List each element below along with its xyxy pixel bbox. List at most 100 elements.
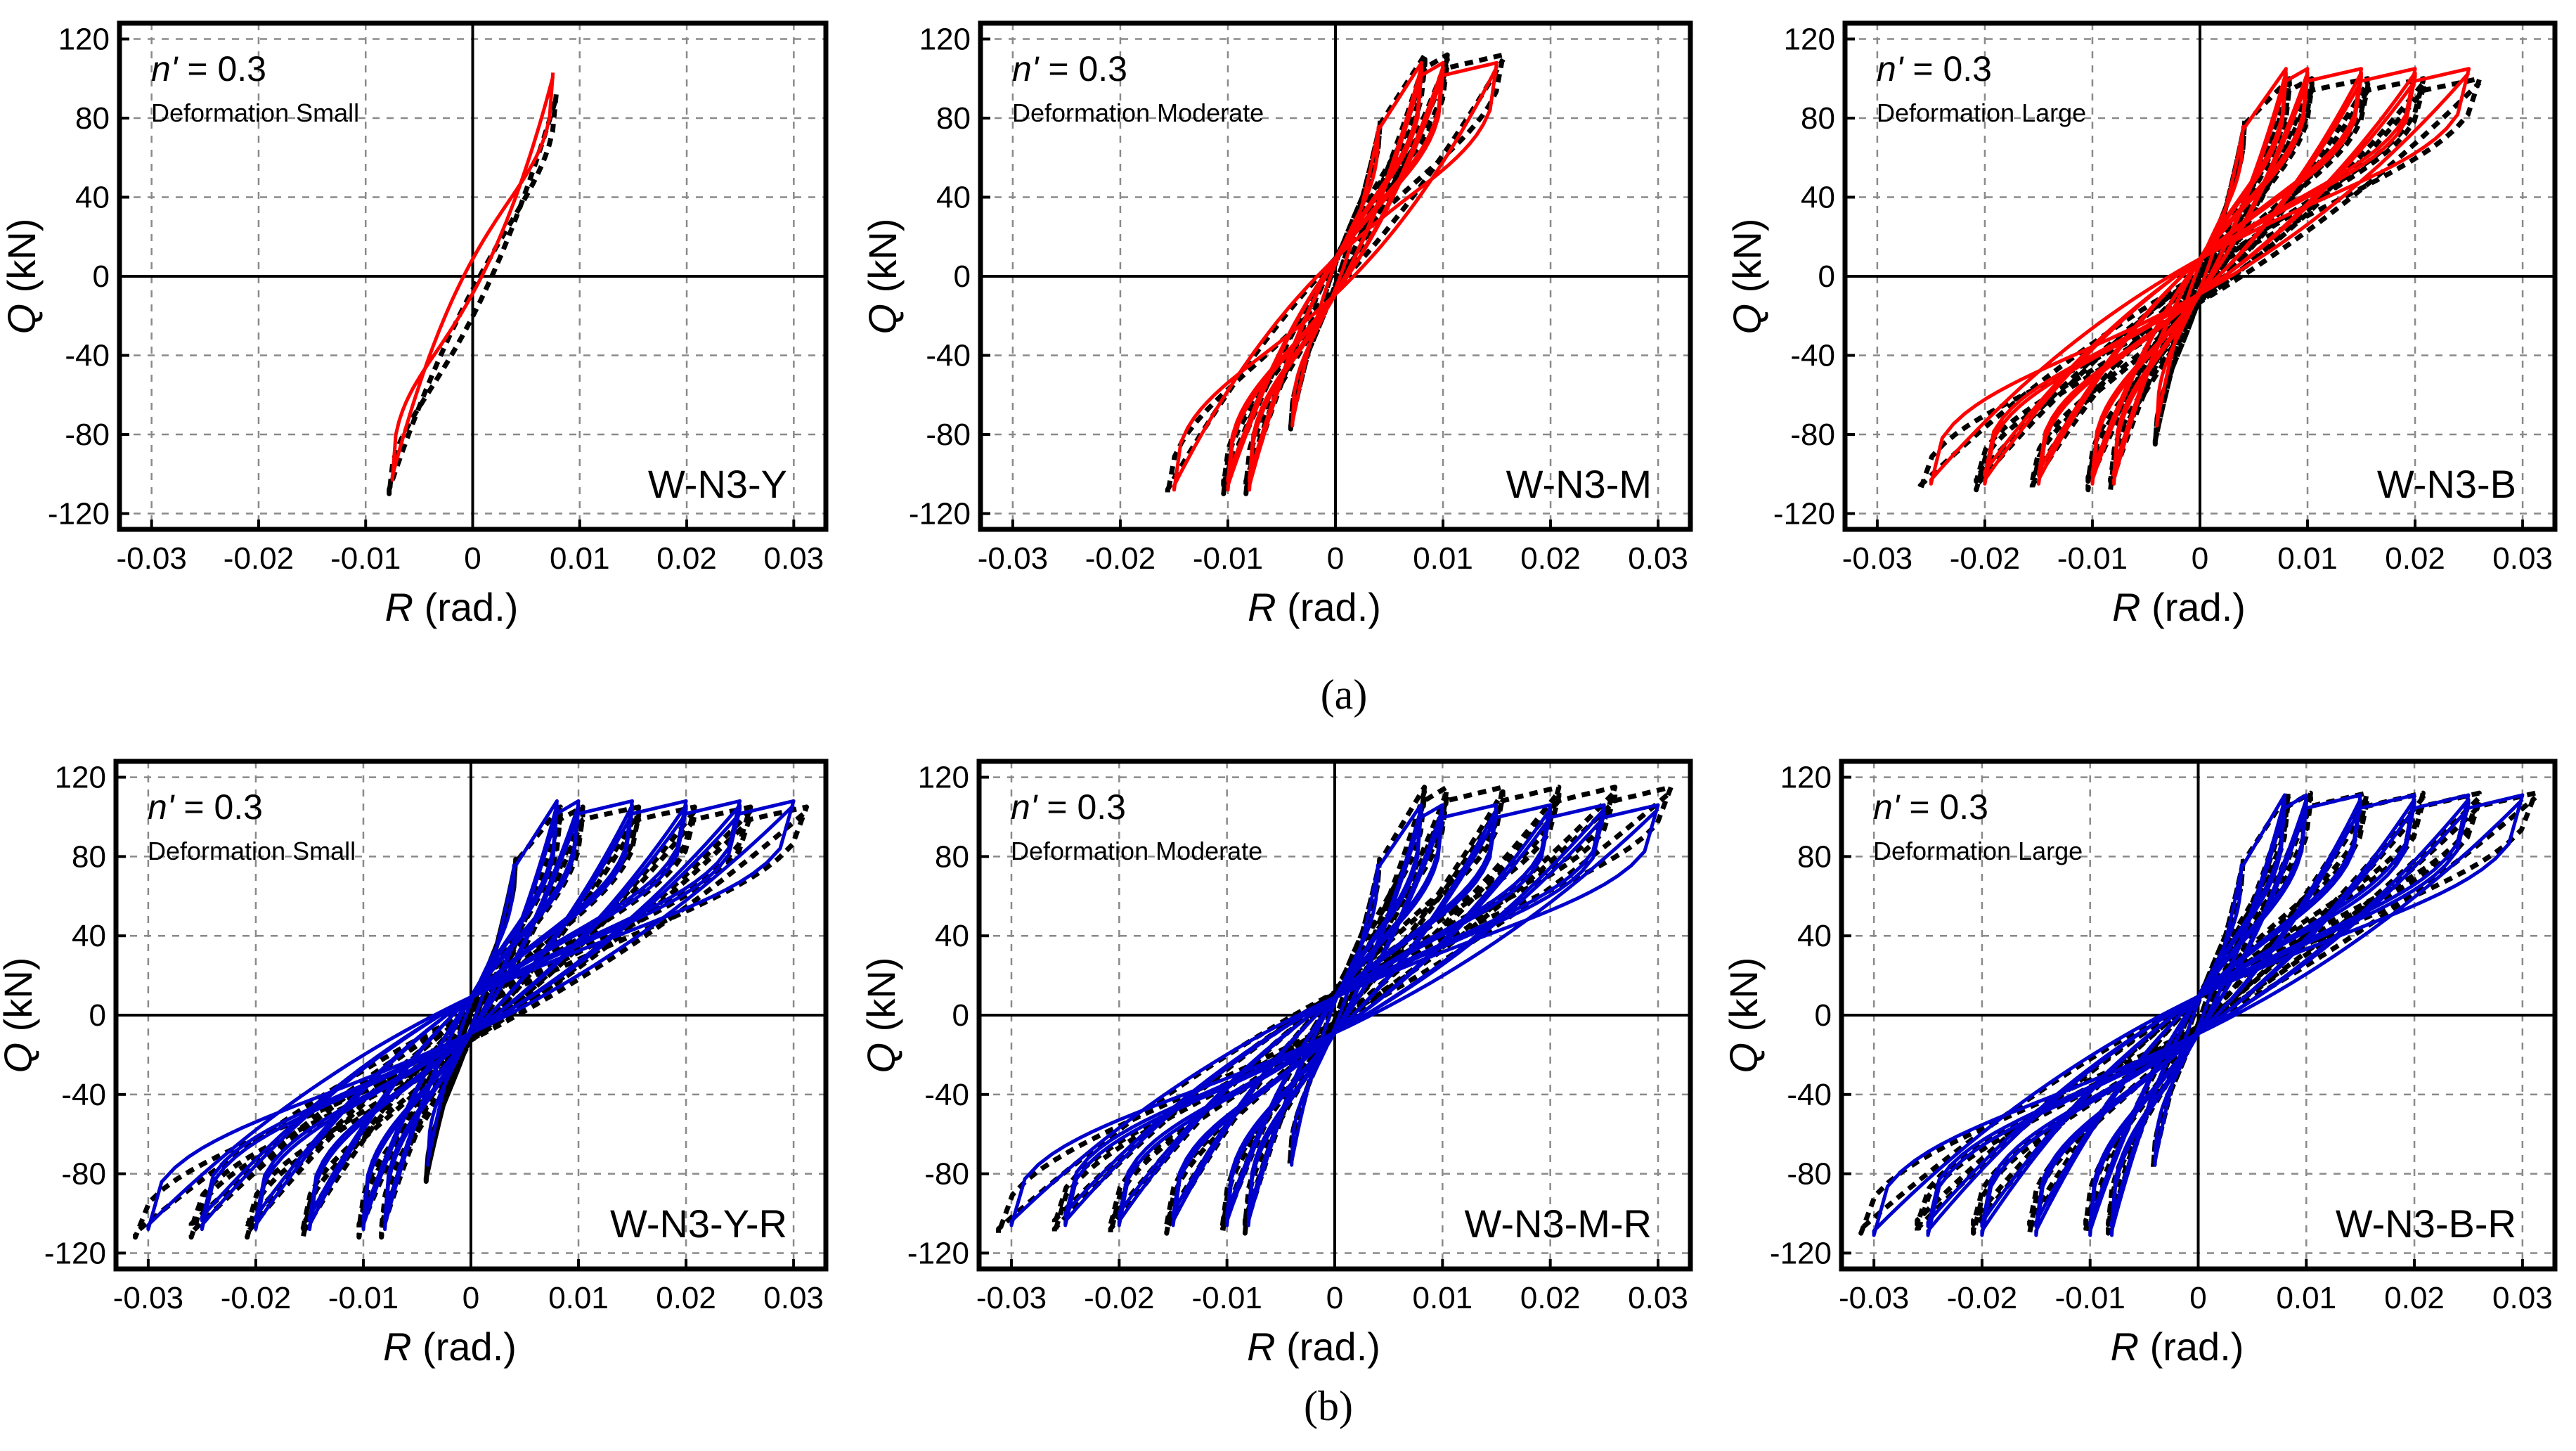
x-tick-label: 0.02 bbox=[656, 541, 717, 576]
series-analysis bbox=[1009, 803, 1660, 1227]
y-tick-label: -120 bbox=[44, 1236, 106, 1270]
y-tick-label: 40 bbox=[1801, 181, 1835, 215]
y-tick-label: 120 bbox=[919, 22, 971, 57]
curves bbox=[996, 785, 1674, 1236]
curves bbox=[1858, 790, 2538, 1237]
y-tick-label: -80 bbox=[61, 1157, 106, 1192]
x-tick-label: 0.02 bbox=[2384, 1281, 2445, 1315]
y-tick-label: -120 bbox=[1773, 497, 1835, 531]
y-axis-title: Q (kN) bbox=[860, 219, 905, 335]
y-tick-label: -80 bbox=[65, 418, 110, 452]
series-analysis bbox=[1929, 67, 2471, 486]
x-axis-title: R (rad.) bbox=[1248, 585, 1381, 629]
y-tick-label: -120 bbox=[48, 497, 110, 531]
x-tick-label: 0.01 bbox=[2277, 541, 2338, 576]
y-tick-label: 120 bbox=[58, 22, 110, 57]
x-tick-label: 0.01 bbox=[550, 541, 610, 576]
caption-b: (b) bbox=[1304, 1383, 1353, 1429]
x-axis-variable: R bbox=[1248, 585, 1276, 629]
nprime-symbol: n' bbox=[1877, 49, 1904, 89]
y-tick-label: 120 bbox=[918, 761, 969, 795]
deformation-annotation: Deformation Large bbox=[1873, 837, 2083, 865]
series-analysis bbox=[1172, 60, 1499, 492]
deformation-annotation: Deformation Large bbox=[1877, 98, 2086, 127]
x-tick-label: -0.03 bbox=[113, 1281, 183, 1315]
y-tick-label: 0 bbox=[1815, 998, 1832, 1033]
x-axis-unit: (rad.) bbox=[413, 585, 518, 629]
y-axis-unit: (kN) bbox=[0, 957, 40, 1043]
x-tick-label: 0 bbox=[1326, 1281, 1343, 1315]
x-tick-label: 0.01 bbox=[1413, 541, 1473, 576]
x-tick-label: -0.01 bbox=[328, 1281, 399, 1315]
x-tick-label: -0.02 bbox=[1084, 1281, 1154, 1315]
x-tick-label: -0.01 bbox=[330, 541, 401, 576]
series-experiment bbox=[133, 804, 809, 1240]
nprime-annotation: n' = 0.3 bbox=[148, 787, 263, 827]
x-axis-unit: (rad.) bbox=[412, 1324, 517, 1369]
y-tick-label: -80 bbox=[924, 1157, 969, 1192]
y-axis-title: Q (kN) bbox=[1725, 219, 1769, 335]
y-axis-title: Q (kN) bbox=[859, 957, 903, 1073]
nprime-value: = 0.3 bbox=[187, 49, 266, 89]
x-tick-label: 0.01 bbox=[2276, 1281, 2336, 1315]
x-tick-label: 0.02 bbox=[656, 1281, 716, 1315]
x-tick-label: 0.03 bbox=[763, 1281, 824, 1315]
series-analysis bbox=[146, 799, 796, 1232]
y-tick-label: 40 bbox=[72, 919, 106, 953]
x-axis-title: R (rad.) bbox=[385, 585, 519, 629]
x-tick-label: 0.03 bbox=[763, 541, 824, 576]
x-axis-unit: (rad.) bbox=[2139, 1324, 2244, 1369]
y-tick-label: 0 bbox=[954, 259, 971, 294]
chart-W-N3-B: -0.03 -0.02 -0.01 0 0.01 0.02 0.03 -120 -80 -40 0 4… bbox=[1725, 20, 2558, 629]
y-tick-label: -80 bbox=[1790, 418, 1835, 452]
nprime-value: = 0.3 bbox=[1048, 49, 1127, 89]
x-tick-label: 0.03 bbox=[2492, 541, 2553, 576]
x-tick-label: 0.03 bbox=[2492, 1281, 2553, 1315]
chart-W-N3-B-R: -0.03 -0.02 -0.01 0 0.01 0.02 0.03 -120 -80 -40 0 4… bbox=[1721, 759, 2558, 1369]
x-axis-title: R (rad.) bbox=[2112, 585, 2246, 629]
series-experiment bbox=[1917, 76, 2483, 493]
x-tick-label: -0.02 bbox=[1085, 541, 1156, 576]
x-tick-label: -0.03 bbox=[978, 541, 1048, 576]
x-tick-label: 0 bbox=[464, 541, 481, 576]
x-axis-title: R (rad.) bbox=[383, 1324, 517, 1369]
x-axis-unit: (rad.) bbox=[1276, 1324, 1380, 1369]
y-tick-label: -40 bbox=[926, 339, 971, 373]
y-axis-variable: Q bbox=[1721, 1043, 1766, 1073]
series-analysis bbox=[1872, 793, 2525, 1237]
y-tick-label: 40 bbox=[75, 181, 110, 215]
y-tick-label: 40 bbox=[935, 919, 969, 953]
x-axis-variable: R bbox=[385, 585, 413, 629]
x-tick-label: -0.01 bbox=[1193, 541, 1263, 576]
y-tick-label: 80 bbox=[935, 839, 969, 874]
y-axis-variable: Q bbox=[0, 1043, 40, 1073]
deformation-annotation: Deformation Moderate bbox=[1011, 837, 1262, 865]
y-tick-label: 40 bbox=[1797, 919, 1832, 953]
deformation-annotation: Deformation Moderate bbox=[1012, 98, 1264, 127]
chart-W-N3-M: -0.03 -0.02 -0.01 0 0.01 0.02 0.03 -120 -80 -40 0 4… bbox=[860, 20, 1693, 629]
y-tick-label: 80 bbox=[1797, 839, 1832, 874]
specimen-label: W-N3-M-R bbox=[1465, 1201, 1652, 1246]
specimen-label: W-N3-M bbox=[1506, 462, 1652, 506]
nprime-value: = 0.3 bbox=[1909, 787, 1988, 827]
x-tick-label: 0.01 bbox=[1413, 1281, 1473, 1315]
x-tick-label: -0.02 bbox=[1950, 541, 2020, 576]
nprime-value: = 0.3 bbox=[1047, 787, 1126, 827]
y-tick-label: 120 bbox=[1780, 761, 1832, 795]
nprime-symbol: n' bbox=[151, 49, 179, 89]
nprime-annotation: n' = 0.3 bbox=[151, 49, 266, 89]
x-axis-variable: R bbox=[1247, 1324, 1275, 1369]
x-tick-label: 0 bbox=[462, 1281, 479, 1315]
deformation-annotation: Deformation Small bbox=[151, 98, 359, 127]
x-tick-label: 0.02 bbox=[1520, 1281, 1581, 1315]
chart-W-N3-M-R: -0.03 -0.02 -0.01 0 0.01 0.02 0.03 -120 -80 -40 0 4… bbox=[859, 759, 1693, 1369]
y-axis-unit: (kN) bbox=[860, 219, 905, 304]
x-tick-label: -0.01 bbox=[2055, 1281, 2125, 1315]
x-tick-label: -0.03 bbox=[1839, 1281, 1909, 1315]
y-tick-label: 80 bbox=[75, 101, 110, 136]
specimen-label: W-N3-B bbox=[2377, 462, 2516, 506]
y-axis-unit: (kN) bbox=[1721, 957, 1766, 1043]
x-tick-label: -0.01 bbox=[1192, 1281, 1262, 1315]
x-tick-label: -0.02 bbox=[224, 541, 294, 576]
x-tick-label: 0.02 bbox=[1520, 541, 1581, 576]
